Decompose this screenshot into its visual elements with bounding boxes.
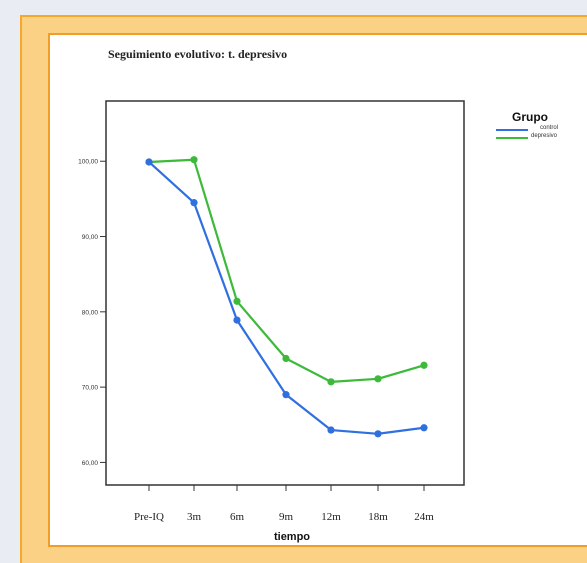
series-layer (145, 156, 428, 438)
legend-swatch-depresivo (496, 137, 528, 139)
x-axis: Pre-IQ 3m 6m 9m 12m 18m 24m (134, 485, 434, 523)
legend-title: Grupo (512, 110, 548, 124)
x-tick-label: 18m (368, 511, 388, 523)
x-axis-title: tiempo (274, 531, 310, 543)
series-line-depresivo (148, 158, 425, 383)
data-point-depresivo (420, 361, 428, 369)
data-point-depresivo (190, 156, 198, 164)
data-point-depresivo (282, 354, 290, 363)
x-tick-label: 6m (230, 511, 245, 523)
x-tick-label: 9m (279, 511, 294, 523)
x-tick-label: 12m (321, 511, 341, 523)
data-point-control (327, 426, 335, 434)
data-point-control (145, 158, 153, 166)
data-point-control (190, 199, 198, 207)
data-point-control (420, 424, 428, 432)
plot-area (105, 100, 465, 486)
data-point-depresivo (233, 297, 241, 305)
legend-swatch-control (496, 129, 528, 131)
data-point-control (282, 391, 290, 399)
data-point-depresivo (374, 375, 382, 383)
y-tick-label: 90,00 (82, 234, 99, 241)
legend-label-depresivo: depresivo (531, 133, 558, 139)
chart-panel (48, 33, 587, 547)
x-tick-label: 24m (414, 511, 434, 523)
x-tick-label: 3m (187, 511, 202, 523)
data-point-control (233, 316, 241, 324)
y-tick-label: 70,00 (82, 385, 99, 392)
y-tick-label: 80,00 (82, 309, 99, 316)
data-point-depresivo (327, 378, 335, 386)
y-tick-label: 100,00 (78, 159, 98, 166)
y-tick-label: 60,00 (82, 460, 99, 467)
legend-label-control: control (540, 125, 559, 131)
chart-title: Seguimiento evolutivo: t. depresivo (108, 47, 288, 61)
y-axis: 60,00 70,00 80,00 90,00 100,00 (78, 159, 106, 467)
data-point-control (374, 430, 382, 438)
x-tick-label: Pre-IQ (134, 511, 164, 523)
